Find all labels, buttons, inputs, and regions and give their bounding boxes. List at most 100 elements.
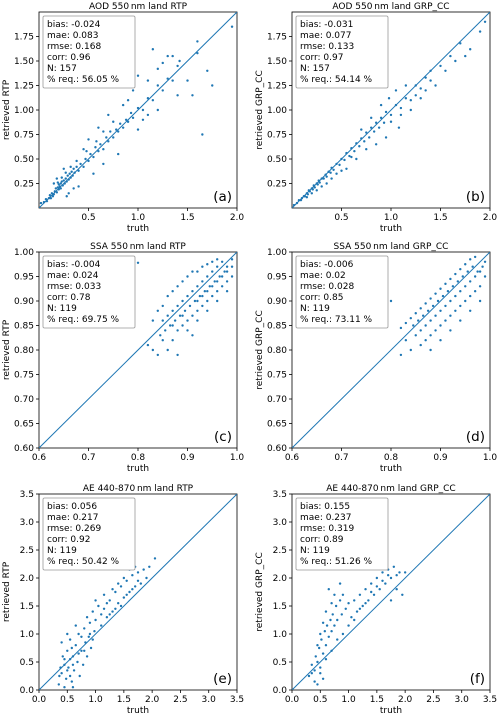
data-point [444, 319, 447, 322]
data-point [414, 94, 417, 97]
x-tick-label: 0.0 [32, 695, 47, 705]
data-point [62, 179, 65, 182]
data-point [295, 201, 299, 205]
data-point [454, 309, 457, 312]
data-point [161, 319, 164, 322]
data-point [379, 116, 383, 120]
y-tick-label: 0.60 [267, 444, 287, 454]
data-point [63, 663, 66, 666]
x-tick-label: 0.5 [313, 695, 327, 705]
data-point [330, 649, 333, 652]
data-point [471, 265, 474, 268]
stats-line: mae: 0.217 [47, 513, 98, 523]
data-point [94, 146, 97, 149]
x-tick-label: 1.0 [88, 695, 103, 705]
data-point [315, 189, 318, 192]
data-point [66, 649, 69, 652]
data-point [316, 660, 319, 664]
data-point [83, 649, 86, 652]
scatter-panel-2: AOD 550 nm land GRP_CC 0.5 1.0 1.5 2.0 0.25 0.… [255, 2, 497, 234]
data-point [305, 196, 309, 199]
data-point [330, 602, 333, 605]
data-point [142, 568, 145, 571]
data-point [196, 270, 199, 273]
x-axis-label: truth [380, 464, 402, 474]
data-point [91, 610, 94, 613]
data-point [171, 309, 174, 312]
data-point [370, 126, 373, 129]
data-point [206, 299, 209, 303]
data-point [303, 195, 307, 198]
data-point [193, 299, 197, 303]
stats-box [42, 15, 136, 89]
data-point [176, 329, 179, 332]
data-point [459, 267, 462, 271]
x-tick-label: 0.6 [32, 453, 47, 463]
data-point [95, 140, 98, 143]
y-axis-label: retrieved GRP_CC [255, 310, 265, 389]
stats-box [295, 497, 389, 571]
data-point [381, 579, 384, 582]
y-tick-label: 0.25 [267, 180, 287, 190]
y-tick-label: 3.5 [20, 490, 34, 500]
data-point [66, 632, 69, 636]
data-point [201, 265, 204, 268]
data-point [333, 593, 336, 596]
data-point [100, 624, 103, 627]
stats-line: rmse: 0.269 [47, 524, 101, 534]
data-point [365, 148, 368, 151]
data-point [310, 192, 313, 195]
data-point [321, 652, 325, 655]
panel-title: SSA 550 nm land RTP [90, 242, 186, 252]
data-point [71, 174, 74, 177]
data-point [225, 290, 229, 293]
data-point [64, 677, 68, 680]
data-point [85, 655, 89, 658]
data-point [216, 258, 219, 261]
data-point [146, 113, 150, 117]
data-point [404, 339, 408, 342]
y-tick-label: 0.0 [273, 686, 288, 696]
data-point [372, 593, 376, 596]
data-point [454, 59, 457, 63]
data-point [156, 67, 159, 71]
y-tick-label: 1.25 [14, 82, 34, 92]
data-point [156, 108, 159, 112]
stats-line: % req.: 69.75 % [47, 315, 120, 325]
data-point [375, 576, 379, 580]
data-point [57, 683, 60, 686]
data-point [336, 638, 339, 641]
data-point [145, 576, 148, 580]
data-point [75, 165, 78, 169]
data-point [97, 149, 100, 153]
y-tick-label: 0.90 [267, 297, 287, 307]
data-point [417, 319, 420, 322]
stats-line: % req.: 56.05 % [47, 75, 120, 85]
stats-line: N: 157 [47, 64, 77, 74]
data-point [335, 172, 338, 175]
scatter-panel-6: AE 440-870 nm land GRP_CC 0.0 0.5 1.0 1.5 2.0… [255, 484, 497, 715]
data-point [181, 299, 184, 303]
data-point [329, 171, 332, 174]
stats-line: % req.: 73.11 % [300, 315, 373, 325]
data-point [230, 258, 234, 261]
data-point [478, 270, 482, 273]
panel-title: SSA 550 nm land GRP_CC [334, 242, 449, 252]
data-point [118, 122, 122, 125]
data-point [102, 130, 105, 133]
data-point [211, 270, 214, 273]
data-point [141, 118, 145, 122]
data-point [161, 61, 164, 65]
data-point [85, 149, 88, 153]
y-tick-label: 2.0 [20, 574, 35, 584]
stats-line: N: 157 [300, 64, 330, 74]
data-point [57, 188, 60, 191]
data-point [316, 183, 319, 186]
data-point [186, 329, 189, 332]
data-point [311, 188, 314, 191]
data-point [313, 186, 316, 189]
scatter-panel-1: AOD 550 nm land RTP 0.5 1.0 1.5 2.0 0.25 0.50 0… [2, 2, 244, 234]
data-point [166, 348, 169, 352]
y-tick-label: 0.70 [267, 395, 287, 405]
stats-box [295, 15, 389, 89]
